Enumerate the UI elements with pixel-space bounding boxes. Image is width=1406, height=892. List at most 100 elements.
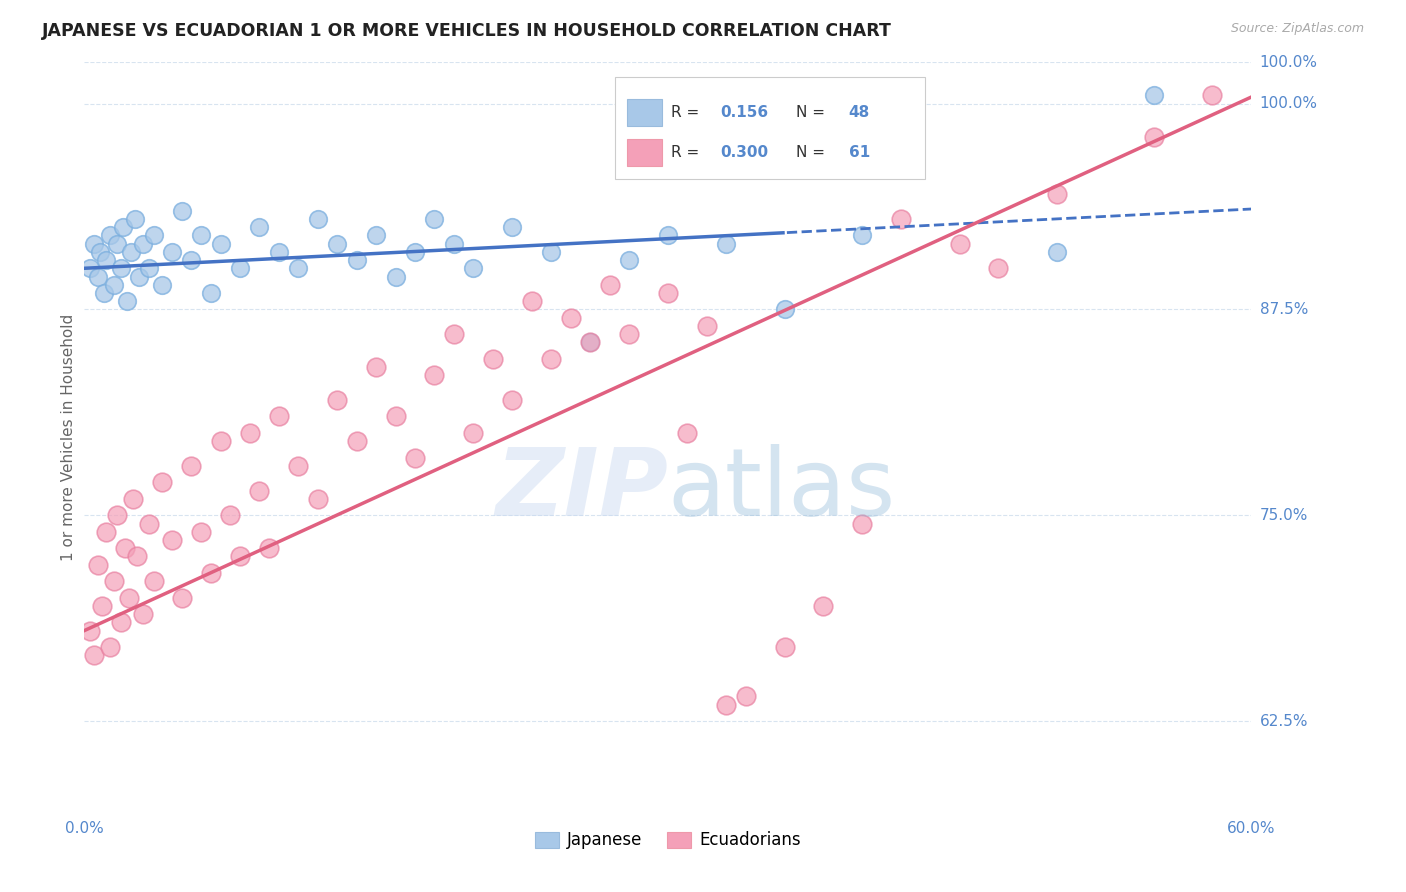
Point [83,648,105,663]
Point [90,599,112,613]
Point [657,228,679,243]
Point [404,244,426,259]
Point [124,211,146,226]
Point [890,211,912,226]
Point [617,327,640,342]
Point [249,483,271,498]
Point [1046,244,1069,259]
Point [287,458,309,473]
Point [773,302,796,317]
Point [657,285,679,300]
Point [813,599,835,613]
Text: R =: R = [671,105,710,120]
Point [1201,88,1223,103]
Text: 48: 48 [849,105,870,120]
Point [696,318,718,333]
Point [599,277,621,292]
Point [1143,129,1166,144]
Point [579,335,602,350]
Point [520,294,543,309]
Point [94,253,117,268]
Point [617,253,640,268]
Legend: Japanese, Ecuadorians: Japanese, Ecuadorians [529,824,807,855]
Point [138,516,160,531]
Point [87,269,110,284]
Y-axis label: 1 or more Vehicles in Household: 1 or more Vehicles in Household [60,313,76,561]
Point [501,220,523,235]
Point [209,236,232,251]
Point [209,434,232,449]
Point [851,228,873,243]
Point [463,261,485,276]
Point [160,533,183,547]
Point [326,236,349,251]
Point [89,244,111,259]
Point [229,261,252,276]
Point [120,244,142,259]
Text: Source: ZipAtlas.com: Source: ZipAtlas.com [1230,22,1364,36]
Point [98,228,121,243]
Point [239,425,262,440]
Text: N =: N = [796,145,835,160]
FancyBboxPatch shape [627,139,662,166]
Point [267,244,290,259]
Point [107,236,129,251]
Text: 100.0%: 100.0% [1260,55,1317,70]
Point [560,310,582,325]
Point [676,425,699,440]
Point [94,524,117,539]
Point [773,640,796,654]
Point [103,574,125,589]
Text: atlas: atlas [668,443,896,535]
Point [200,285,222,300]
Point [463,425,485,440]
Text: 62.5%: 62.5% [1260,714,1308,729]
Point [150,277,173,292]
Point [125,549,148,564]
Point [540,351,562,366]
Text: 100.0%: 100.0% [1260,96,1317,112]
Point [93,285,115,300]
Point [579,335,602,350]
Text: 0.300: 0.300 [720,145,769,160]
Point [170,203,193,218]
Point [366,228,388,243]
Point [190,228,212,243]
Point [143,228,166,243]
Point [170,591,193,605]
Point [110,261,132,276]
Point [190,524,212,539]
Point [326,392,349,407]
Point [423,368,446,383]
Point [180,253,202,268]
Point [384,409,406,424]
Text: 87.5%: 87.5% [1260,302,1308,317]
Point [200,566,222,580]
Point [307,491,329,506]
Point [128,269,150,284]
Text: N =: N = [796,105,835,120]
Point [132,607,155,621]
Point [307,211,329,226]
Point [107,508,129,523]
Point [115,294,138,309]
Point [150,475,173,490]
Point [501,392,523,407]
Point [716,698,738,712]
Point [481,351,505,366]
Text: R =: R = [671,145,710,160]
Point [122,491,145,506]
Point [443,327,465,342]
Point [83,236,105,251]
FancyBboxPatch shape [616,78,925,178]
Point [160,244,183,259]
Point [851,516,873,531]
Point [267,409,290,424]
Point [1046,187,1069,202]
Point [716,236,738,251]
FancyBboxPatch shape [627,99,662,126]
Point [79,624,101,638]
Point [346,253,368,268]
Point [540,244,562,259]
Point [346,434,368,449]
